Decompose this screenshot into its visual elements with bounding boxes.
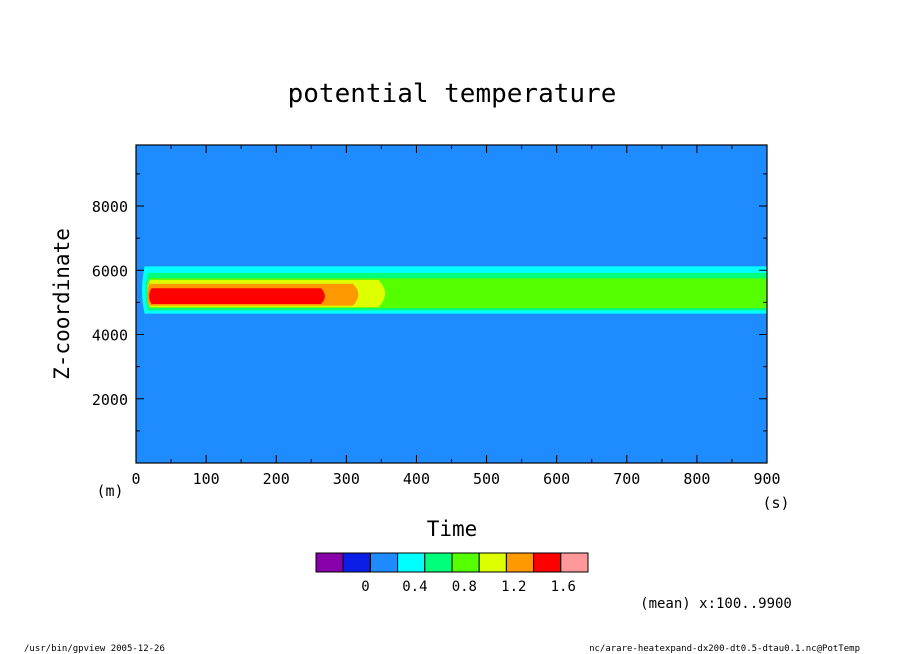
x-tick-label: 0 — [131, 470, 140, 488]
colorbar-swatch — [533, 552, 562, 573]
footer-right: nc/arare-heatexpand-dx200-dt0.5-dtau0.1.… — [589, 644, 860, 654]
x-unit-label: (s) — [762, 494, 789, 512]
colorbar-swatch — [451, 552, 480, 573]
x-tick-label: 800 — [683, 470, 710, 488]
y-axis: 2000 4000 6000 8000 — [92, 173, 767, 432]
x-tick-label: 200 — [263, 470, 290, 488]
colorbar-label: 1.6 — [551, 579, 576, 595]
colorbar-label: 0.8 — [452, 579, 477, 595]
colorbar-swatch — [315, 552, 344, 573]
colorbar-swatch — [505, 552, 535, 573]
colorbar-swatch — [397, 552, 426, 573]
y-tick-label: 2000 — [92, 391, 128, 409]
x-tick-label: 100 — [193, 470, 220, 488]
x-tick-label: 500 — [473, 470, 500, 488]
x-tick-label: 700 — [613, 470, 640, 488]
chart-title: potential temperature — [288, 79, 617, 109]
contour-band-6 — [149, 288, 325, 304]
y-tick-label: 4000 — [92, 327, 128, 345]
colorbar-swatch — [560, 552, 589, 573]
x-tick-label: 900 — [753, 470, 780, 488]
colorbar-swatch — [424, 552, 453, 573]
x-tick-label: 600 — [543, 470, 570, 488]
colorbar-swatch — [369, 552, 399, 573]
x-tick-label: 400 — [403, 470, 430, 488]
colorbar-label: 0 — [361, 579, 369, 595]
colorbar: 0 0.4 0.8 1.2 1.6 — [315, 552, 589, 595]
x-axis: 0 100 200 300 400 500 600 700 800 900 — [131, 145, 781, 488]
x-tick-label: 300 — [333, 470, 360, 488]
colorbar-label: 0.4 — [402, 579, 427, 595]
plot-area — [135, 144, 768, 464]
colorbar-swatch — [478, 552, 507, 573]
colorbar-label: 1.2 — [501, 579, 526, 595]
x-axis-label: Time — [427, 517, 478, 541]
colorbar-swatch — [342, 552, 371, 573]
y-tick-label: 6000 — [92, 262, 128, 280]
y-tick-label: 8000 — [92, 198, 128, 216]
mean-annotation: (mean) x:100..9900 — [640, 596, 792, 612]
footer-left: /usr/bin/gpview 2005-12-26 — [24, 644, 165, 654]
y-unit-label: (m) — [96, 482, 123, 500]
y-axis-label: Z-coordinate — [50, 228, 74, 380]
